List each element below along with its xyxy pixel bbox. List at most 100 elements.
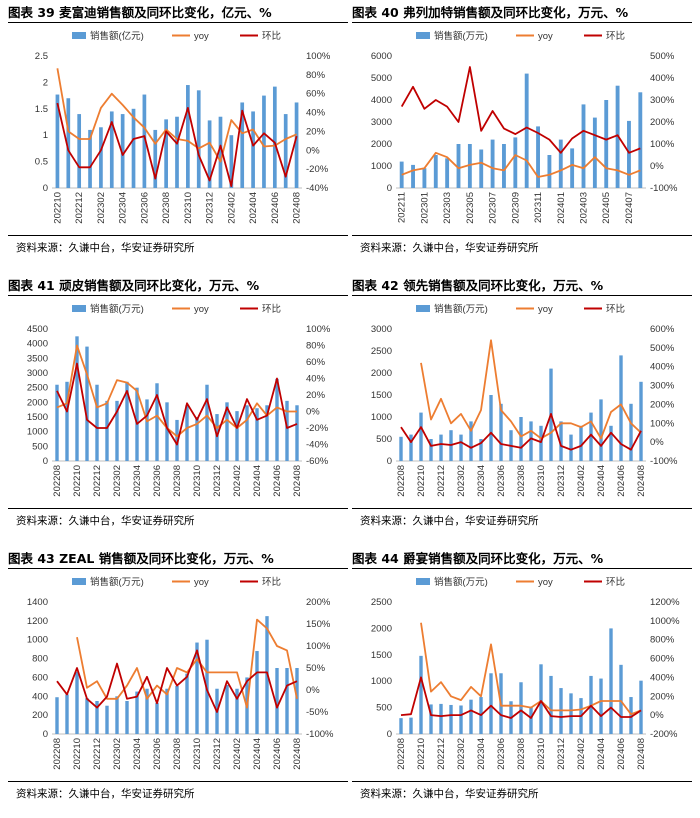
sales-bar xyxy=(105,400,109,461)
chart-41: 销售额(万元) yoy 环比 0 500 1000 1500 2000 2500 3000 3500… xyxy=(27,303,331,497)
left-axis-tick: 3000 xyxy=(371,117,392,128)
right-axis-tick: 600% xyxy=(650,654,675,665)
right-axis-tick: 150% xyxy=(306,619,331,630)
x-tick-label: 202408 xyxy=(292,465,303,497)
x-tick-label: 202210 xyxy=(72,738,83,770)
sales-bar xyxy=(215,414,219,461)
right-axis-tick: 1200% xyxy=(650,597,680,608)
right-axis-tick: 1000% xyxy=(650,616,680,627)
x-tick-label: 202310 xyxy=(536,465,547,497)
sales-bar xyxy=(592,117,597,188)
legend-label-yoy: yoy xyxy=(194,304,209,315)
panel-44: 图表 44 爵宴销售额及同环比变化，万元、% 销售额(万元) yoy 环比 0 500 1… xyxy=(352,548,692,818)
sales-bar xyxy=(145,399,149,461)
sales-bar xyxy=(65,694,69,734)
x-tick-label: 202306 xyxy=(152,465,163,497)
left-axis-tick: 1500 xyxy=(371,650,392,661)
legend-label-mom: 环比 xyxy=(606,30,625,42)
right-axis-tick: -40% xyxy=(306,183,329,194)
left-axis-tick: 2500 xyxy=(371,346,392,357)
sales-bar xyxy=(513,137,518,188)
x-tick-label: 202402 xyxy=(232,738,243,770)
sales-bar xyxy=(599,678,603,734)
x-tick-label: 202305 xyxy=(465,192,476,224)
x-tick-label: 202404 xyxy=(252,738,263,770)
sales-bar xyxy=(125,701,129,734)
chart-43: 销售额(万元) yoy 环比 0 200 400 600 800 1000 1200 1400 -10… xyxy=(27,576,334,770)
left-axis-tick: 1000 xyxy=(371,412,392,423)
sales-bar xyxy=(469,699,473,734)
sales-bar xyxy=(285,400,289,461)
legend-label-yoy: yoy xyxy=(538,304,553,315)
title-rule xyxy=(352,22,692,23)
legend-label-sales: 销售额(万元) xyxy=(90,576,144,588)
x-tick-label: 202306 xyxy=(139,192,150,224)
left-axis-tick: 2500 xyxy=(27,383,48,394)
sales-bar xyxy=(629,697,633,734)
x-tick-label: 202402 xyxy=(576,465,587,497)
left-axis-tick: 6000 xyxy=(371,51,392,62)
sales-bar xyxy=(559,421,563,461)
legend-label-yoy: yoy xyxy=(538,577,553,588)
sales-bar xyxy=(445,158,450,188)
x-tick-label: 202308 xyxy=(161,192,172,224)
left-axis-tick: 0 xyxy=(387,183,392,194)
sales-bar xyxy=(604,100,609,188)
sales-bar xyxy=(422,168,427,188)
sales-bar xyxy=(85,698,89,734)
sales-bar xyxy=(524,73,529,188)
chart-source: 资料来源：久谦中台，华安证券研究所 xyxy=(360,788,539,800)
title-rule xyxy=(8,22,348,23)
right-axis-tick: -40% xyxy=(306,440,329,451)
x-tick-label: 202406 xyxy=(616,465,627,497)
sales-bar xyxy=(639,680,643,734)
left-axis-tick: 1000 xyxy=(371,676,392,687)
sales-bar xyxy=(255,408,259,461)
sales-bar xyxy=(489,673,493,734)
x-tick-label: 202308 xyxy=(172,738,183,770)
sales-bar xyxy=(155,383,159,461)
legend-label-mom: 环比 xyxy=(606,303,625,315)
chart-source: 资料来源：久谦中台，华安证券研究所 xyxy=(16,515,195,527)
x-tick-label: 202306 xyxy=(496,738,507,770)
x-tick-label: 202406 xyxy=(270,192,281,224)
sales-bar xyxy=(547,155,552,188)
x-tick-label: 202309 xyxy=(510,192,521,224)
chart-44: 销售额(万元) yoy 环比 0 500 1000 1500 2000 2500 -200% 0% 2… xyxy=(371,576,680,770)
right-axis-tick: 0% xyxy=(306,685,320,696)
left-axis-tick: 800 xyxy=(32,654,48,665)
right-axis-tick: 200% xyxy=(650,399,675,410)
right-axis-tick: 400% xyxy=(650,362,675,373)
sales-bar xyxy=(185,673,189,734)
sales-bar xyxy=(285,668,289,734)
right-axis-tick: 500% xyxy=(650,51,675,62)
sales-bar xyxy=(615,85,620,188)
sales-bar xyxy=(499,403,503,461)
sales-bar xyxy=(272,86,277,188)
x-tick-label: 202406 xyxy=(272,465,283,497)
sales-bar xyxy=(569,434,573,461)
sales-bar xyxy=(120,114,125,188)
mom-line xyxy=(56,649,298,713)
x-tick-label: 202312 xyxy=(205,192,216,224)
right-axis-tick: 100% xyxy=(306,324,331,335)
x-tick-label: 202210 xyxy=(416,465,427,497)
sales-bar xyxy=(456,144,461,188)
right-axis-tick: -100% xyxy=(650,183,678,194)
source-rule xyxy=(352,781,692,782)
chart-title: 图表 39 麦富迪销售额及同环比变化，亿元、% xyxy=(8,5,272,20)
sales-bar xyxy=(609,425,613,461)
chart-source: 资料来源：久谦中台，华安证券研究所 xyxy=(360,515,539,527)
legend-label-yoy: yoy xyxy=(538,31,553,42)
left-axis-tick: 1200 xyxy=(27,616,48,627)
x-tick-label: 202306 xyxy=(152,738,163,770)
right-axis-tick: 400% xyxy=(650,73,675,84)
x-tick-label: 202401 xyxy=(556,192,567,224)
chart-source: 资料来源：久谦中台，华安证券研究所 xyxy=(16,242,195,254)
sales-bar xyxy=(459,705,463,734)
sales-bar xyxy=(399,718,403,734)
yoy-line xyxy=(76,618,298,709)
x-tick-label: 202304 xyxy=(476,465,487,497)
left-axis-tick: 4500 xyxy=(27,324,48,335)
right-axis-tick: 100% xyxy=(650,139,675,150)
